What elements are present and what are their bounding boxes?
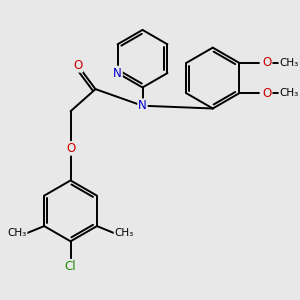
Text: O: O <box>262 87 272 100</box>
Text: O: O <box>66 142 75 155</box>
Text: CH₃: CH₃ <box>279 88 298 98</box>
Text: Cl: Cl <box>65 260 76 273</box>
Text: O: O <box>73 59 83 72</box>
Text: CH₃: CH₃ <box>8 228 27 238</box>
Text: N: N <box>113 67 122 80</box>
Text: O: O <box>262 56 272 69</box>
Text: N: N <box>138 99 147 112</box>
Text: CH₃: CH₃ <box>279 58 298 68</box>
Text: CH₃: CH₃ <box>114 228 134 238</box>
